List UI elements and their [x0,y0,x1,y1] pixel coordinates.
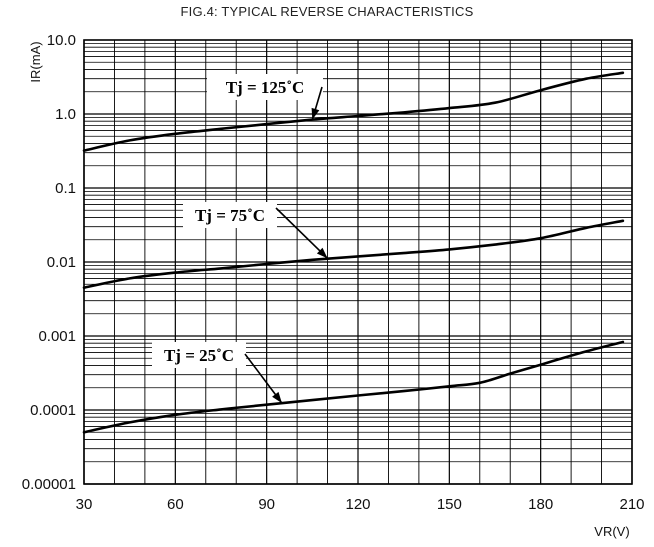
callout-label: Tj = 125˚C [226,78,305,97]
tick-labels: 30 60 90 120 150 180 210 0.00001 0.0001 0.001 0.01… [22,32,645,539]
callout-arrowhead [272,391,282,404]
x-tick-label: 120 [345,496,370,513]
plot-frame [83,39,633,485]
x-tick-label: 210 [619,496,644,513]
x-tick-label: 90 [258,496,275,513]
callout-arrowhead [311,107,320,120]
y-tick-label: 0.001 [38,328,76,345]
y-tick-label: 0.1 [55,180,76,197]
y-tick-label: 0.0001 [30,402,76,419]
x-tick-label: 180 [528,496,553,513]
x-tick-label: 60 [167,496,184,513]
callout-arrowhead [316,247,328,259]
callouts: Tj = 125˚C Tj = 75˚C Tj = 25˚C [152,74,329,404]
callout-label: Tj = 75˚C [195,206,265,225]
series-line-2 [82,219,625,289]
y-axis-label: IR(mA) [28,41,43,82]
grid [83,40,633,485]
x-axis-label: VR(V) [594,524,629,539]
x-tick-label: 30 [76,496,93,513]
x-tick-label: 150 [437,496,462,513]
y-tick-label: 0.00001 [22,476,76,493]
callout-arrow-line [275,207,329,259]
callout-background [207,74,323,100]
callout-background [183,202,277,228]
y-tick-label: 0.01 [47,254,76,271]
series-line-1 [82,71,625,152]
series-curves [82,71,625,434]
y-tick-label: 10.0 [47,32,76,49]
y-tick-label: 1.0 [55,106,76,123]
callout-background [152,342,246,368]
series-line-3 [82,340,625,434]
callout-label: Tj = 25˚C [164,346,234,365]
chart-title: FIG.4: TYPICAL REVERSE CHARACTERISTICS [180,4,474,19]
